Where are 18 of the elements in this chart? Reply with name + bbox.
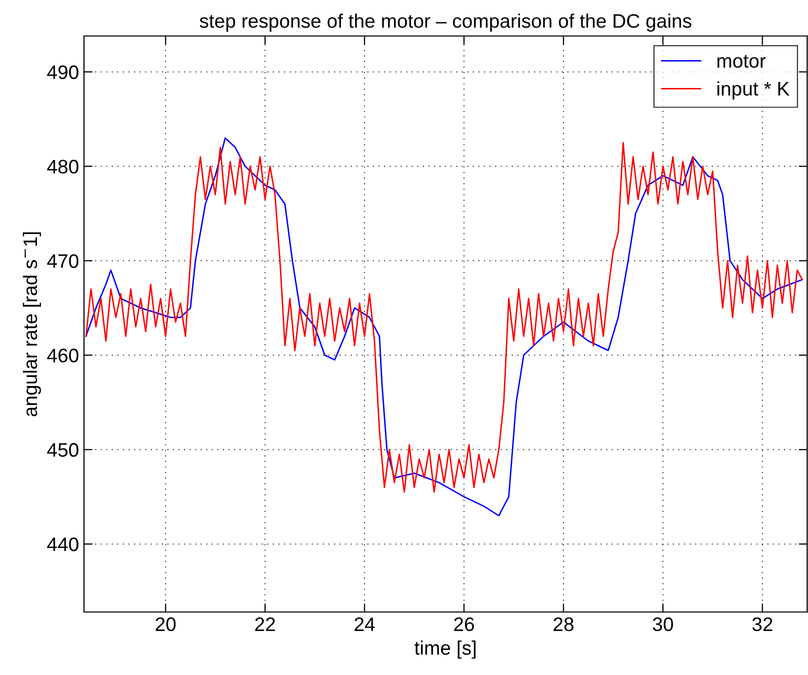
- chart-title: step response of the motor – comparison of the DC gains: [200, 14, 692, 32]
- x-tick-label: 22: [255, 617, 275, 631]
- y-tick-label: 460: [47, 348, 78, 362]
- x-tick-label: 20: [156, 617, 176, 632]
- x-axis-title: time [s]: [414, 640, 476, 659]
- y-tick-label: 470: [47, 254, 78, 268]
- y-tick-label: 480: [47, 160, 78, 174]
- y-tick-label: 490: [47, 65, 78, 80]
- legend-label: input * K: [717, 81, 790, 100]
- y-tick-label: 440: [47, 537, 78, 552]
- x-tick-label: 24: [354, 617, 375, 631]
- x-tick-label: 28: [554, 617, 574, 632]
- y-tick-label: 450: [47, 443, 78, 457]
- x-tick-label: 32: [752, 617, 772, 632]
- legend-label: motor: [717, 55, 766, 68]
- x-tick-label: 26: [454, 617, 474, 632]
- y-axis-title: angular rate [rad s$^{−}$1]: [22, 232, 41, 416]
- x-tick-label: 30: [652, 617, 674, 632]
